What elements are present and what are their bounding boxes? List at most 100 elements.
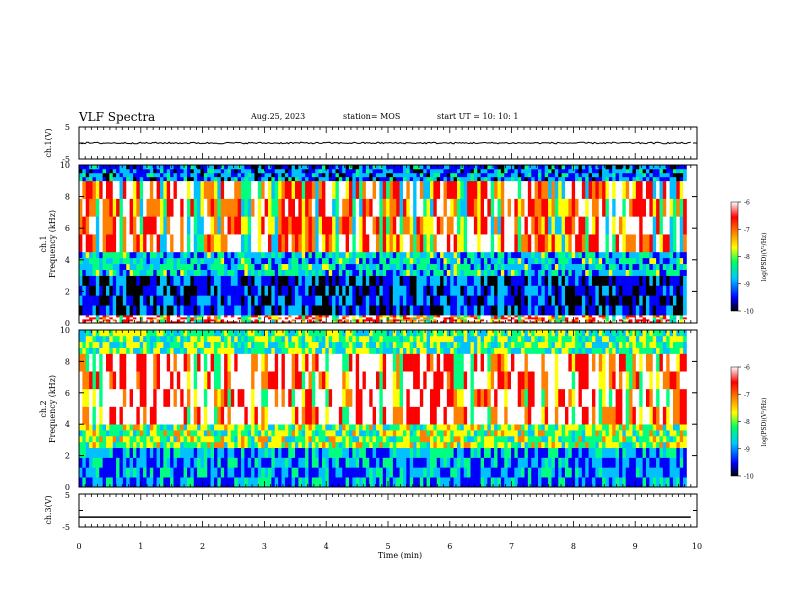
spectrogram-cell-p2-img-10-3-2 [112,198,117,217]
spectrogram-cell-p2-img-132-3-3 [524,180,529,199]
spectrogram-cell-p2-img-87-2-2 [372,257,377,265]
spectrogram-cell-p3-img-50-0-3 [247,447,252,458]
spectrogram-cell-p3-img-59-1-2 [278,430,282,437]
spectrogram-cell-p2-img-61-1-2 [284,285,289,296]
spectrogram-cell-p3-img-29-0-0 [176,477,181,488]
spectrogram-cell-p2-img-173-3-1 [662,216,667,235]
spectrogram-cell-p2-img-3-2-1 [89,263,93,270]
spectrogram-cell-p2-img-178-1-0 [679,305,684,316]
spectrogram-cell-p3-img-63-3-3 [291,330,296,337]
spectrogram-cell-p2-img-51-2-0 [251,269,255,276]
spectrogram-cell-p2-img-67-0-2 [305,317,309,320]
spectrogram-cell-p2-img-170-1-1 [652,295,657,306]
spectrogram-cell-p3-img-83-2-2 [359,371,363,390]
spectrogram-cell-p2-img-87-1-2 [372,285,377,296]
spectrogram-cell-p2-img-97-3-3 [406,180,411,199]
spectrogram-cell-p2-img-56-2-0 [268,269,272,276]
spectrogram-cell-p2-img-151-3-1 [588,216,593,235]
spectrogram-cell-p2-img-125-4-3 [500,165,505,170]
spectrogram-cell-p2-img-115-2-2 [467,257,471,265]
spectrogram-cell-p2-img-11-2-3 [116,251,120,259]
spectrogram-cell-p2-img-158-4-1 [612,172,616,178]
spectrogram-cell-p2-img-171-1-1 [656,295,660,306]
spectrogram-cell-p2-img-71-1-3 [318,275,323,286]
spectrogram-cell-p2-img-113-3-2 [460,198,465,217]
spectrogram-cell-p3-img-14-2-1 [126,388,130,407]
spectrogram-cell-p2-img-125-1-0 [500,305,505,316]
spectrogram-cell-p2-img-128-1-1 [511,295,515,306]
spectrogram-cell-p2-img-156-0-2 [605,317,610,320]
spectrogram-cell-p3-img-29-3-2 [176,335,181,343]
spectrogram-cell-p2-img-88-3-1 [376,216,380,235]
spectrogram-cell-p2-img-144-4-1 [565,172,569,178]
spectrogram-cell-p2-img-65-1-2 [298,285,303,296]
spectrogram-cell-p2-img-19-0-3 [143,315,147,318]
spectrogram-cell-p2-img-173-2-3 [662,251,667,259]
spectrogram-cell-p2-img-108-3-3 [443,180,448,199]
spectrogram-cell-p2-img-149-4-3 [581,165,586,170]
spectrogram-cell-p2-img-86-0-2 [369,317,373,320]
spectrogram-cell-p3-img-73-0-1 [325,467,330,478]
spectrogram-cell-p2-img-177-1-1 [676,295,681,306]
spectrogram-cell-p2-img-170-3-0 [652,234,657,253]
spectrogram-cell-p2-img-67-2-3 [305,251,309,259]
spectrogram-cell-p3-img-2-3-1 [85,341,90,348]
spectrogram-cell-p3-img-62-2-0 [288,406,292,425]
spectrogram-cell-p2-img-92-0-0 [389,321,394,324]
spectrogram-cell-p2-img-62-3-0 [288,234,292,253]
spectrogram-cell-p2-img-80-1-3 [349,275,353,286]
spectrogram-cell-p2-img-110-3-0 [450,234,454,253]
spectrogram-cell-p2-img-7-1-0 [102,305,107,316]
spectrogram-cell-p3-img-40-2-1 [214,388,218,407]
spectrogram-cell-p3-img-81-0-3 [352,447,357,458]
spectrogram-cell-p2-img-115-1-1 [467,295,471,306]
spectrogram-cell-p3-img-80-3-2 [349,335,353,343]
spectrogram-cell-p3-img-81-3-2 [352,335,357,343]
spectrogram-cell-p2-img-173-1-1 [662,295,667,306]
spectrogram-cell-p2-img-104-3-0 [430,234,434,253]
spectrogram-cell-p2-img-45-1-2 [230,285,235,296]
spectrogram-cell-p2-img-145-3-2 [568,198,573,217]
spectrogram-cell-p2-img-30-0-2 [180,317,184,320]
spectrogram-cell-p2-img-66-4-1 [301,172,306,178]
spectrogram-cell-p3-img-79-2-2 [345,371,350,390]
spectrogram-cell-p2-img-91-3-3 [386,180,390,199]
spectrogram-cell-p3-img-43-2-0 [224,406,228,425]
spectrogram-cell-p2-img-37-0-0 [203,321,208,324]
spectrogram-cell-p3-img-46-3-2 [234,335,238,343]
spectrogram-cell-p2-img-20-4-2 [146,168,151,174]
spectrogram-cell-p2-img-56-0-2 [268,317,272,320]
spectrogram-cell-p2-img-58-4-0 [274,176,279,182]
spectrogram-cell-p2-img-7-0-2 [102,317,107,320]
spectrogram-cell-p3-img-68-3-2 [308,335,313,343]
spectrogram-cell-p2-img-120-1-2 [484,285,488,296]
spectrogram-cell-p2-img-112-2-1 [457,263,461,270]
spectrogram-cell-p2-img-165-3-3 [635,180,640,199]
spectrogram-cell-p2-img-22-0-2 [153,317,157,320]
spectrogram-cell-p2-img-7-2-1 [102,263,107,270]
spectrogram-cell-p2-img-141-2-2 [554,257,559,265]
spectrogram-cell-p2-img-174-2-1 [666,263,670,270]
spectrogram-cell-p3-img-3-0-2 [89,457,93,468]
spectrogram-cell-p2-img-85-0-2 [365,317,370,320]
spectrogram-cell-p3-img-32-1-3 [187,424,191,431]
spectrogram-cell-p2-img-128-4-2 [511,168,515,174]
spectrogram-cell-p2-img-114-4-0 [463,176,468,182]
spectrogram-cell-p3-img-25-1-2 [163,430,168,437]
spectrogram-cell-p2-img-170-2-0 [652,269,657,276]
spectrogram-cell-p3-img-61-3-2 [284,335,289,343]
spectrogram-cell-p3-img-53-3-1 [257,341,262,348]
spectrogram-cell-p2-img-75-0-0 [332,321,336,324]
spectrogram-cell-p2-img-171-3-2 [656,198,660,217]
spectrogram-cell-p2-img-17-2-3 [136,251,141,259]
spectrogram-cell-p3-img-42-1-2 [220,430,225,437]
spectrogram-cell-p2-img-88-4-0 [376,176,380,182]
spectrogram-cell-p2-img-82-1-1 [355,295,360,306]
spectrogram-cell-p3-img-48-0-0 [241,477,245,488]
spectrogram-cell-p2-img-134-2-0 [531,269,535,276]
spectrogram-cell-p2-img-154-2-2 [598,257,603,265]
spectrogram-cell-p2-img-128-1-2 [511,285,515,296]
spectrogram-cell-p2-img-0-1-1 [79,295,83,306]
spectrogram-cell-p2-img-98-4-2 [409,168,414,174]
spectrogram-cell-p3-img-50-0-0 [247,477,252,488]
